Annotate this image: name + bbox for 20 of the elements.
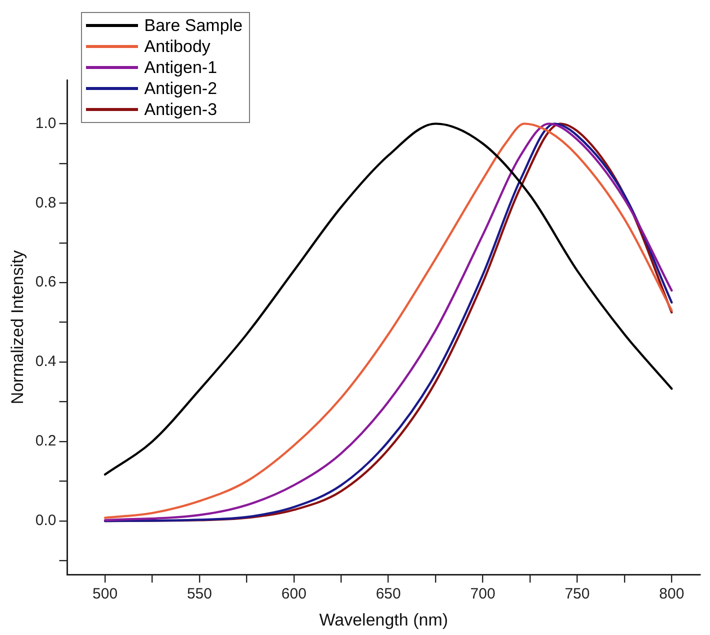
y-tick-label: 0.6	[35, 274, 56, 291]
y-tick-label: 0.4	[35, 353, 56, 370]
x-tick-label: 500	[92, 586, 118, 603]
text: 0.0	[35, 512, 56, 530]
x-tick-label: 750	[564, 586, 590, 603]
x-tick-label: 800	[659, 586, 684, 603]
legend-label: Antigen-3	[144, 99, 218, 120]
y-tick-label: 0.8	[35, 194, 56, 212]
legend-label: Antigen-2	[144, 78, 218, 99]
legend-label: Antigen-1	[144, 57, 218, 78]
y-tick-label: 0.2	[35, 432, 56, 450]
x-tick-label: 550	[186, 586, 212, 603]
x-tick-label: 650	[376, 586, 401, 603]
x-axis-title: Wavelength (nm)	[319, 610, 448, 630]
legend-label: Bare Sample	[144, 15, 243, 36]
text: 1.0	[35, 114, 56, 132]
x-tick-label: 600	[281, 586, 306, 603]
x-tick-label: 700	[470, 586, 496, 603]
y-axis-title: Normalized Intensity	[8, 250, 27, 404]
legend-label: Antibody	[144, 36, 210, 57]
